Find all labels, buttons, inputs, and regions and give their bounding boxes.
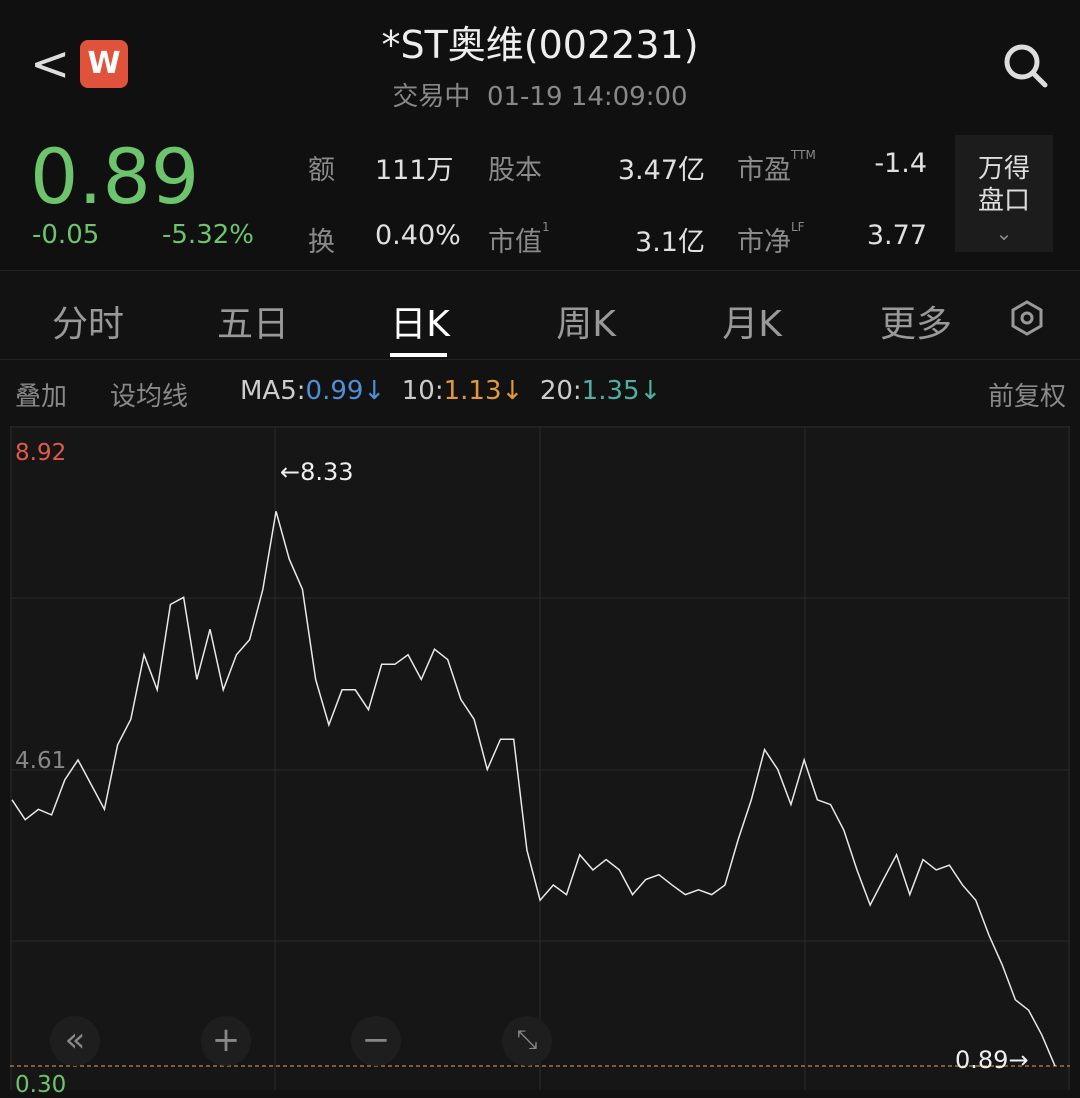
max-annotation: ←8.33 (280, 458, 354, 486)
ma10-value: 1.13↓ (443, 376, 524, 406)
wind-quote-button[interactable]: 万得 盘口 ⌄ (955, 135, 1053, 252)
stat-label: 市值1 (488, 220, 550, 259)
tab-4[interactable]: 月K (722, 304, 782, 345)
ma20-value: 1.35↓ (581, 376, 662, 406)
scroll-left-button[interactable]: « (50, 1016, 100, 1066)
stat-label-text: 市值 (488, 227, 542, 258)
stat-sup: TTM (791, 148, 816, 162)
set-ma-button[interactable]: 设均线 (110, 382, 189, 412)
stat-label-text: 市净 (737, 227, 791, 258)
stat-value: 3.1亿 (635, 227, 705, 258)
kline-chart[interactable]: 8.92 4.61 0.30 ←8.33 0.89→ « + − ⤡ (10, 426, 1070, 1098)
adjust-button[interactable]: 前复权 (988, 382, 1067, 412)
tab-1[interactable]: 五日 (216, 304, 289, 345)
ma-values: MA5:0.99↓ 10:1.13↓ 20:1.35↓ (240, 376, 661, 406)
active-tab-indicator (390, 353, 447, 357)
wind-label-1: 万得 (977, 154, 1030, 184)
stat-label: 股本 (488, 148, 542, 187)
stat-sup: LF (791, 220, 805, 234)
trade-status: 交易中 01-19 14:09:00 (0, 76, 1080, 113)
app-logo[interactable]: W (80, 40, 128, 88)
stat-label-text: 换 (308, 227, 335, 258)
ma20-label: 20: (539, 376, 582, 406)
stat-label: 市净LF (737, 220, 805, 259)
price-change-pct: -5.32% (162, 220, 254, 250)
stat-value: 0.40% (375, 220, 461, 251)
stat-label-text: 股本 (488, 155, 542, 186)
stat-sup: 1 (542, 220, 550, 234)
stat-label-text: 额 (308, 155, 335, 186)
indicator-bar: 叠加 设均线 MA5:0.99↓ 10:1.13↓ 20:1.35↓ 前复权 (0, 360, 1080, 424)
y-label-min: 0.30 (15, 1072, 67, 1098)
price-change: -0.05 (32, 220, 100, 250)
settings-icon[interactable] (1008, 299, 1046, 337)
tab-2[interactable]: 日K (390, 304, 450, 345)
stock-title: *ST奥维(002231) (381, 23, 699, 67)
stat-label: 额 (308, 148, 335, 187)
stat-label-text: 市盈 (737, 155, 791, 186)
stat-value: -1.4 (874, 148, 927, 179)
tab-5[interactable]: 更多 (879, 304, 952, 345)
tab-3[interactable]: 周K (556, 304, 616, 345)
stat-label: 换 (308, 220, 335, 259)
search-icon[interactable] (1000, 40, 1050, 90)
price-line-chart (10, 426, 1070, 1090)
status-text: 交易中 (392, 82, 471, 112)
y-label-mid: 4.61 (15, 748, 67, 774)
last-price-annotation: 0.89→ (955, 1046, 1029, 1074)
price-series-line (11, 511, 1056, 1067)
period-tabs: 分时 五日 日K 周K 月K 更多 (0, 270, 1080, 360)
zoom-in-button[interactable]: + (201, 1016, 251, 1066)
stat-value: 111万 (375, 155, 454, 186)
header: < W *ST奥维(002231) 交易中 01-19 14:09:00 0.8… (0, 0, 1080, 270)
wind-label-2: 盘口 (977, 186, 1030, 216)
chevron-down-icon: ⌄ (995, 221, 1013, 245)
back-icon[interactable]: < (30, 36, 71, 92)
tab-0[interactable]: 分时 (51, 304, 124, 345)
zoom-out-button[interactable]: − (351, 1016, 401, 1066)
current-price: 0.89 (30, 132, 200, 221)
overlay-button[interactable]: 叠加 (15, 382, 68, 412)
stat-label: 市盈TTM (737, 148, 816, 187)
stat-value: 3.77 (866, 220, 927, 251)
ma10-label: 10: (401, 376, 444, 406)
ma5-label: MA5: (240, 376, 306, 406)
y-label-max: 8.92 (15, 440, 67, 466)
datetime: 01-19 14:09:00 (486, 82, 688, 112)
ma5-value: 0.99↓ (305, 376, 386, 406)
stat-value: 3.47亿 (617, 155, 705, 186)
fullscreen-icon[interactable]: ⤡ (502, 1016, 552, 1066)
